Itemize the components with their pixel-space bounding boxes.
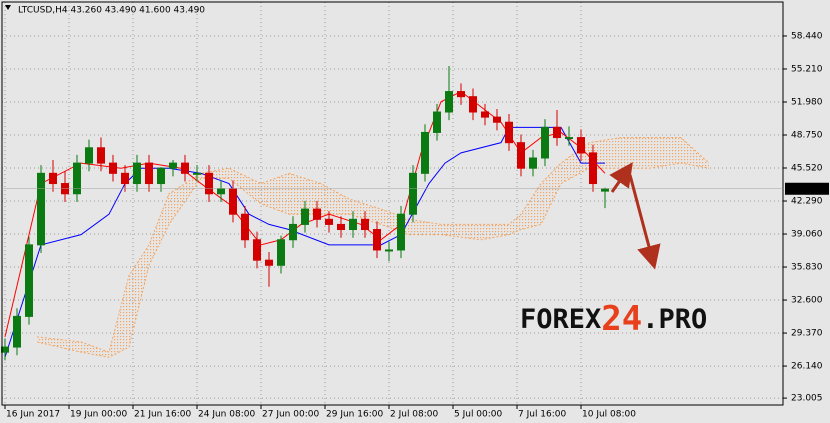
candle-body bbox=[193, 172, 201, 175]
candle-body bbox=[133, 162, 141, 185]
candle-body bbox=[313, 208, 321, 220]
y-tick-label: 23.005 bbox=[791, 394, 823, 404]
candle-body bbox=[517, 142, 525, 169]
candle-body bbox=[385, 249, 393, 252]
candle-body bbox=[157, 167, 165, 185]
x-tick-label: 24 Jun 08:00 bbox=[198, 410, 255, 420]
candle-body bbox=[49, 172, 57, 185]
y-tick-label: 58.440 bbox=[791, 31, 823, 41]
x-tick-label: 7 Jul 16:00 bbox=[518, 410, 567, 420]
candle-body bbox=[229, 188, 237, 215]
chart-title: LTCUSD,H4 43.260 43.490 41.600 43.490 bbox=[18, 6, 205, 16]
candle-body bbox=[529, 157, 537, 169]
forecast-arrow-up bbox=[609, 162, 633, 193]
candle-body bbox=[601, 188, 609, 192]
candle-body bbox=[445, 91, 453, 113]
forecast-arrow-down bbox=[628, 174, 661, 270]
candle-body bbox=[565, 137, 573, 140]
candle-body bbox=[145, 162, 153, 185]
plot-border bbox=[1, 1, 784, 406]
candle-body bbox=[265, 259, 273, 266]
watermark-part: .PRO bbox=[642, 304, 707, 335]
candle-body bbox=[169, 162, 177, 169]
watermark-part: FOREX bbox=[520, 304, 601, 335]
candle-body bbox=[589, 152, 597, 185]
candle-body bbox=[397, 213, 405, 251]
x-tick-label: 16 Jun 2017 bbox=[6, 410, 60, 420]
x-tick-label: 2 Jul 08:00 bbox=[390, 410, 439, 420]
x-tick-label: 29 Jun 16:00 bbox=[326, 410, 383, 420]
watermark-part: 24 bbox=[601, 299, 642, 339]
candle-body bbox=[577, 137, 585, 154]
y-tick-label: 32.600 bbox=[791, 296, 823, 306]
candle-body bbox=[97, 147, 105, 164]
candle-body bbox=[481, 111, 489, 118]
candle-body bbox=[277, 239, 285, 266]
cloud-span bbox=[36, 137, 710, 353]
candle-body bbox=[433, 111, 441, 133]
candle-body bbox=[325, 218, 333, 225]
candle-body bbox=[337, 223, 345, 231]
candle-body bbox=[241, 213, 249, 241]
y-tick-label: 51.980 bbox=[791, 97, 823, 107]
candle-body bbox=[409, 172, 417, 215]
cloud-span bbox=[36, 162, 710, 358]
candle-body bbox=[373, 229, 381, 251]
candle-body bbox=[217, 188, 225, 195]
last-price-box bbox=[785, 182, 829, 195]
candle-body bbox=[205, 172, 213, 195]
x-tick-label: 10 Jul 08:00 bbox=[582, 410, 636, 420]
watermark: FOREX24.PRO bbox=[520, 299, 707, 339]
candle-body bbox=[253, 239, 261, 261]
y-tick-label: 35.830 bbox=[791, 263, 823, 273]
candle-body bbox=[73, 162, 81, 195]
candle-body bbox=[181, 162, 189, 174]
candle-body bbox=[553, 126, 561, 139]
y-tick-label: 42.290 bbox=[791, 197, 823, 207]
candle-body bbox=[421, 131, 429, 174]
candle-body bbox=[469, 96, 477, 113]
candle-body bbox=[457, 91, 465, 98]
y-tick-label: 39.060 bbox=[791, 230, 823, 240]
y-tick-label: 48.750 bbox=[791, 131, 823, 141]
x-tick-label: 19 Jun 00:00 bbox=[70, 410, 127, 420]
candle-body bbox=[13, 315, 21, 348]
x-tick-label: 21 Jun 16:00 bbox=[134, 410, 191, 420]
cloud-fill bbox=[37, 137, 709, 358]
candle-body bbox=[505, 121, 513, 144]
candle-body bbox=[85, 147, 93, 164]
candle-body bbox=[109, 162, 117, 174]
candle-body bbox=[289, 223, 297, 241]
candle-body bbox=[361, 218, 369, 231]
y-tick-label: 26.140 bbox=[791, 362, 823, 372]
candle-body bbox=[493, 116, 501, 123]
y-tick-label: 45.520 bbox=[791, 164, 823, 174]
x-tick-label: 5 Jul 00:00 bbox=[454, 410, 503, 420]
candle-body bbox=[37, 172, 45, 246]
candle-body bbox=[121, 172, 129, 185]
y-tick-label: 29.370 bbox=[791, 329, 823, 339]
candle-body bbox=[1, 346, 9, 353]
candle-body bbox=[541, 126, 549, 159]
candle-body bbox=[301, 208, 309, 225]
x-tick-label: 27 Jun 00:00 bbox=[262, 410, 319, 420]
candle-body bbox=[25, 244, 33, 317]
y-tick-label: 55.210 bbox=[791, 64, 823, 74]
candle-body bbox=[349, 218, 357, 231]
last-price-label: 43.490 bbox=[791, 184, 823, 194]
title-icon bbox=[5, 5, 11, 10]
